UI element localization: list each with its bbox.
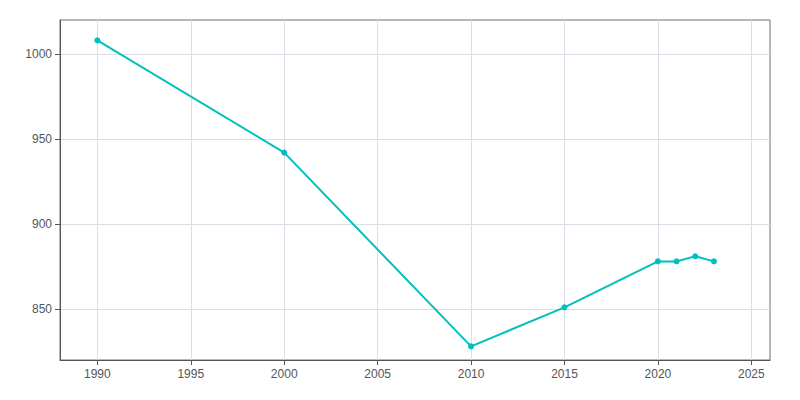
svg-text:2020: 2020: [645, 367, 672, 381]
svg-text:900: 900: [32, 217, 52, 231]
svg-text:2010: 2010: [458, 367, 485, 381]
svg-text:2015: 2015: [551, 367, 578, 381]
svg-text:2025: 2025: [738, 367, 765, 381]
svg-text:2005: 2005: [364, 367, 391, 381]
svg-text:2000: 2000: [271, 367, 298, 381]
svg-text:950: 950: [32, 132, 52, 146]
svg-text:1990: 1990: [84, 367, 111, 381]
svg-text:1000: 1000: [25, 47, 52, 61]
svg-text:850: 850: [32, 302, 52, 316]
svg-text:1995: 1995: [177, 367, 204, 381]
